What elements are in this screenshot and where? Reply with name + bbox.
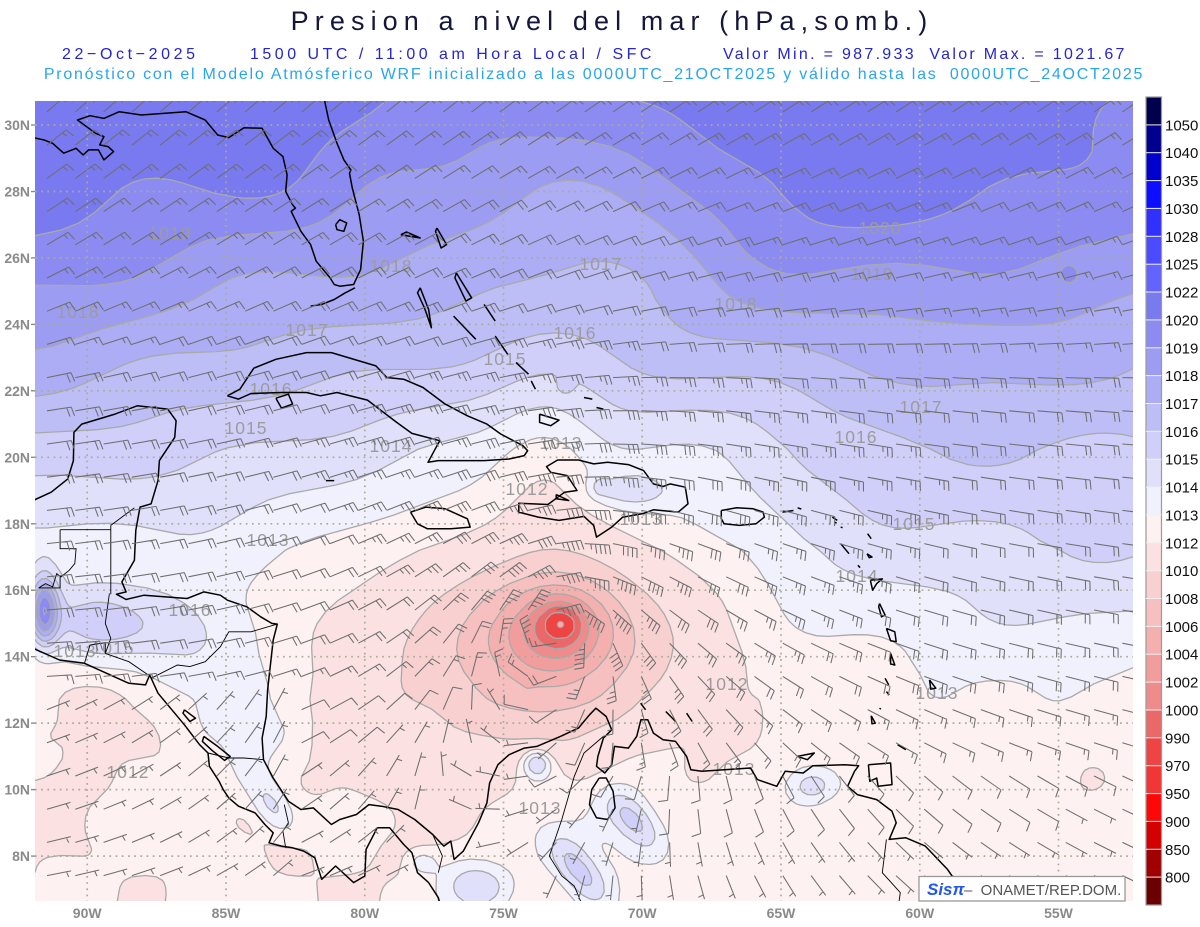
svg-text:1015: 1015 — [225, 418, 268, 438]
svg-text:1013: 1013 — [916, 683, 959, 703]
svg-text:1016: 1016 — [250, 379, 293, 399]
svg-text:60W: 60W — [905, 905, 935, 921]
svg-text:1014: 1014 — [370, 436, 413, 456]
svg-text:1019: 1019 — [149, 223, 192, 243]
svg-text:850: 850 — [1165, 842, 1190, 859]
svg-text:1012: 1012 — [506, 479, 549, 499]
svg-text:1030: 1030 — [1165, 201, 1198, 218]
svg-text:1012: 1012 — [1165, 535, 1198, 552]
svg-text:12N: 12N — [4, 715, 30, 731]
svg-text:1012: 1012 — [107, 762, 150, 782]
svg-text:14N: 14N — [4, 649, 30, 665]
svg-text:16N: 16N — [4, 582, 30, 598]
svg-text:1010: 1010 — [1165, 563, 1198, 580]
svg-text:22N: 22N — [4, 383, 30, 399]
svg-text:1014: 1014 — [836, 566, 879, 586]
svg-text:1013: 1013 — [54, 641, 97, 661]
svg-text:990: 990 — [1165, 730, 1190, 747]
svg-text:26N: 26N — [4, 250, 30, 266]
svg-text:1000: 1000 — [1165, 703, 1198, 720]
svg-text:1019: 1019 — [1165, 340, 1198, 357]
svg-text:1035: 1035 — [1165, 173, 1198, 190]
svg-text:65W: 65W — [767, 905, 797, 921]
svg-text:1018: 1018 — [370, 256, 413, 276]
svg-text:1017: 1017 — [580, 254, 623, 274]
svg-text:70W: 70W — [628, 905, 658, 921]
svg-text:1013: 1013 — [247, 530, 290, 550]
svg-text:24N: 24N — [4, 316, 30, 332]
svg-text:90W: 90W — [73, 905, 103, 921]
svg-text:1004: 1004 — [1165, 647, 1198, 664]
svg-text:– ONAMET/REP.DOM.: – ONAMET/REP.DOM. — [964, 882, 1121, 899]
svg-text:1040: 1040 — [1165, 145, 1198, 162]
svg-text:1017: 1017 — [900, 397, 943, 417]
svg-text:1050: 1050 — [1165, 117, 1198, 134]
svg-text:1015: 1015 — [893, 514, 936, 534]
svg-text:1017: 1017 — [286, 320, 329, 340]
svg-text:1012: 1012 — [706, 674, 749, 694]
svg-text:30N: 30N — [4, 117, 30, 133]
svg-text:10N: 10N — [4, 782, 30, 798]
svg-text:1014: 1014 — [1165, 480, 1198, 497]
svg-text:1015: 1015 — [1165, 452, 1198, 469]
svg-text:950: 950 — [1165, 786, 1190, 803]
svg-text:85W: 85W — [212, 905, 242, 921]
svg-text:1002: 1002 — [1165, 675, 1198, 692]
svg-text:28N: 28N — [4, 184, 30, 200]
svg-text:18N: 18N — [4, 516, 30, 532]
svg-text:55W: 55W — [1044, 905, 1074, 921]
svg-text:1018: 1018 — [1165, 368, 1198, 385]
svg-text:1020: 1020 — [1165, 312, 1198, 329]
svg-text:1017: 1017 — [1165, 396, 1198, 413]
svg-text:1016: 1016 — [554, 323, 597, 343]
svg-text:20N: 20N — [4, 449, 30, 465]
svg-text:75W: 75W — [489, 905, 519, 921]
svg-text:1025: 1025 — [1165, 257, 1198, 274]
svg-text:1008: 1008 — [1165, 591, 1198, 608]
svg-text:1019: 1019 — [851, 264, 894, 284]
svg-text:80W: 80W — [350, 905, 380, 921]
svg-text:1013: 1013 — [1165, 507, 1198, 524]
svg-text:970: 970 — [1165, 758, 1190, 775]
svg-text:1015: 1015 — [484, 349, 527, 369]
svg-text:1013: 1013 — [519, 798, 562, 818]
svg-text:1016: 1016 — [1165, 424, 1198, 441]
svg-text:1016: 1016 — [835, 427, 878, 447]
svg-text:800: 800 — [1165, 870, 1190, 887]
svg-text:Sisπ: Sisπ — [927, 880, 966, 899]
svg-text:1020: 1020 — [859, 218, 902, 238]
svg-text:1013: 1013 — [620, 509, 663, 529]
svg-text:8N: 8N — [12, 848, 30, 864]
svg-text:1018: 1018 — [715, 294, 758, 314]
svg-text:1028: 1028 — [1165, 229, 1198, 246]
svg-text:1006: 1006 — [1165, 619, 1198, 636]
svg-text:900: 900 — [1165, 814, 1190, 831]
svg-text:1022: 1022 — [1165, 285, 1198, 302]
